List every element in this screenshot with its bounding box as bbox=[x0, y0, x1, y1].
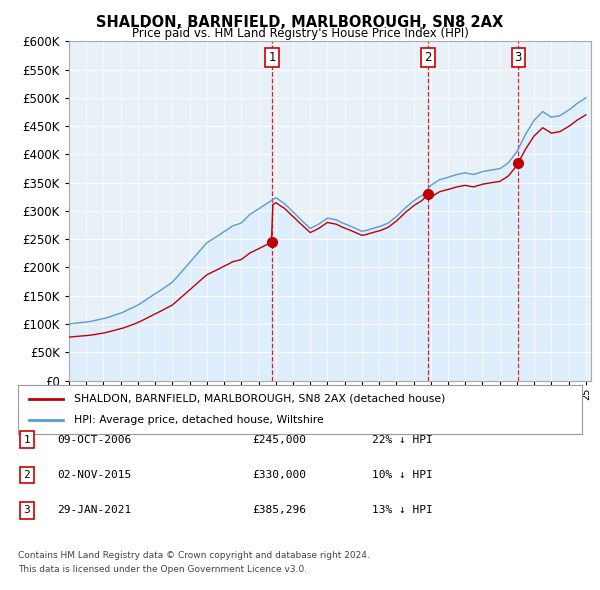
Text: 2: 2 bbox=[424, 51, 432, 64]
Text: 22% ↓ HPI: 22% ↓ HPI bbox=[372, 435, 433, 444]
Text: 1: 1 bbox=[23, 435, 31, 444]
Text: 02-NOV-2015: 02-NOV-2015 bbox=[57, 470, 131, 480]
Text: 29-JAN-2021: 29-JAN-2021 bbox=[57, 506, 131, 515]
Text: This data is licensed under the Open Government Licence v3.0.: This data is licensed under the Open Gov… bbox=[18, 565, 307, 574]
Text: £330,000: £330,000 bbox=[252, 470, 306, 480]
Text: 09-OCT-2006: 09-OCT-2006 bbox=[57, 435, 131, 444]
Text: Contains HM Land Registry data © Crown copyright and database right 2024.: Contains HM Land Registry data © Crown c… bbox=[18, 550, 370, 559]
Text: £385,296: £385,296 bbox=[252, 506, 306, 515]
Text: Price paid vs. HM Land Registry's House Price Index (HPI): Price paid vs. HM Land Registry's House … bbox=[131, 27, 469, 40]
Text: 2: 2 bbox=[23, 470, 31, 480]
Text: SHALDON, BARNFIELD, MARLBOROUGH, SN8 2AX: SHALDON, BARNFIELD, MARLBOROUGH, SN8 2AX bbox=[97, 15, 503, 30]
Text: 3: 3 bbox=[515, 51, 522, 64]
Text: HPI: Average price, detached house, Wiltshire: HPI: Average price, detached house, Wilt… bbox=[74, 415, 324, 425]
Text: £245,000: £245,000 bbox=[252, 435, 306, 444]
Text: 10% ↓ HPI: 10% ↓ HPI bbox=[372, 470, 433, 480]
Text: SHALDON, BARNFIELD, MARLBOROUGH, SN8 2AX (detached house): SHALDON, BARNFIELD, MARLBOROUGH, SN8 2AX… bbox=[74, 394, 446, 404]
Text: 1: 1 bbox=[268, 51, 275, 64]
Text: 13% ↓ HPI: 13% ↓ HPI bbox=[372, 506, 433, 515]
Text: 3: 3 bbox=[23, 506, 31, 515]
